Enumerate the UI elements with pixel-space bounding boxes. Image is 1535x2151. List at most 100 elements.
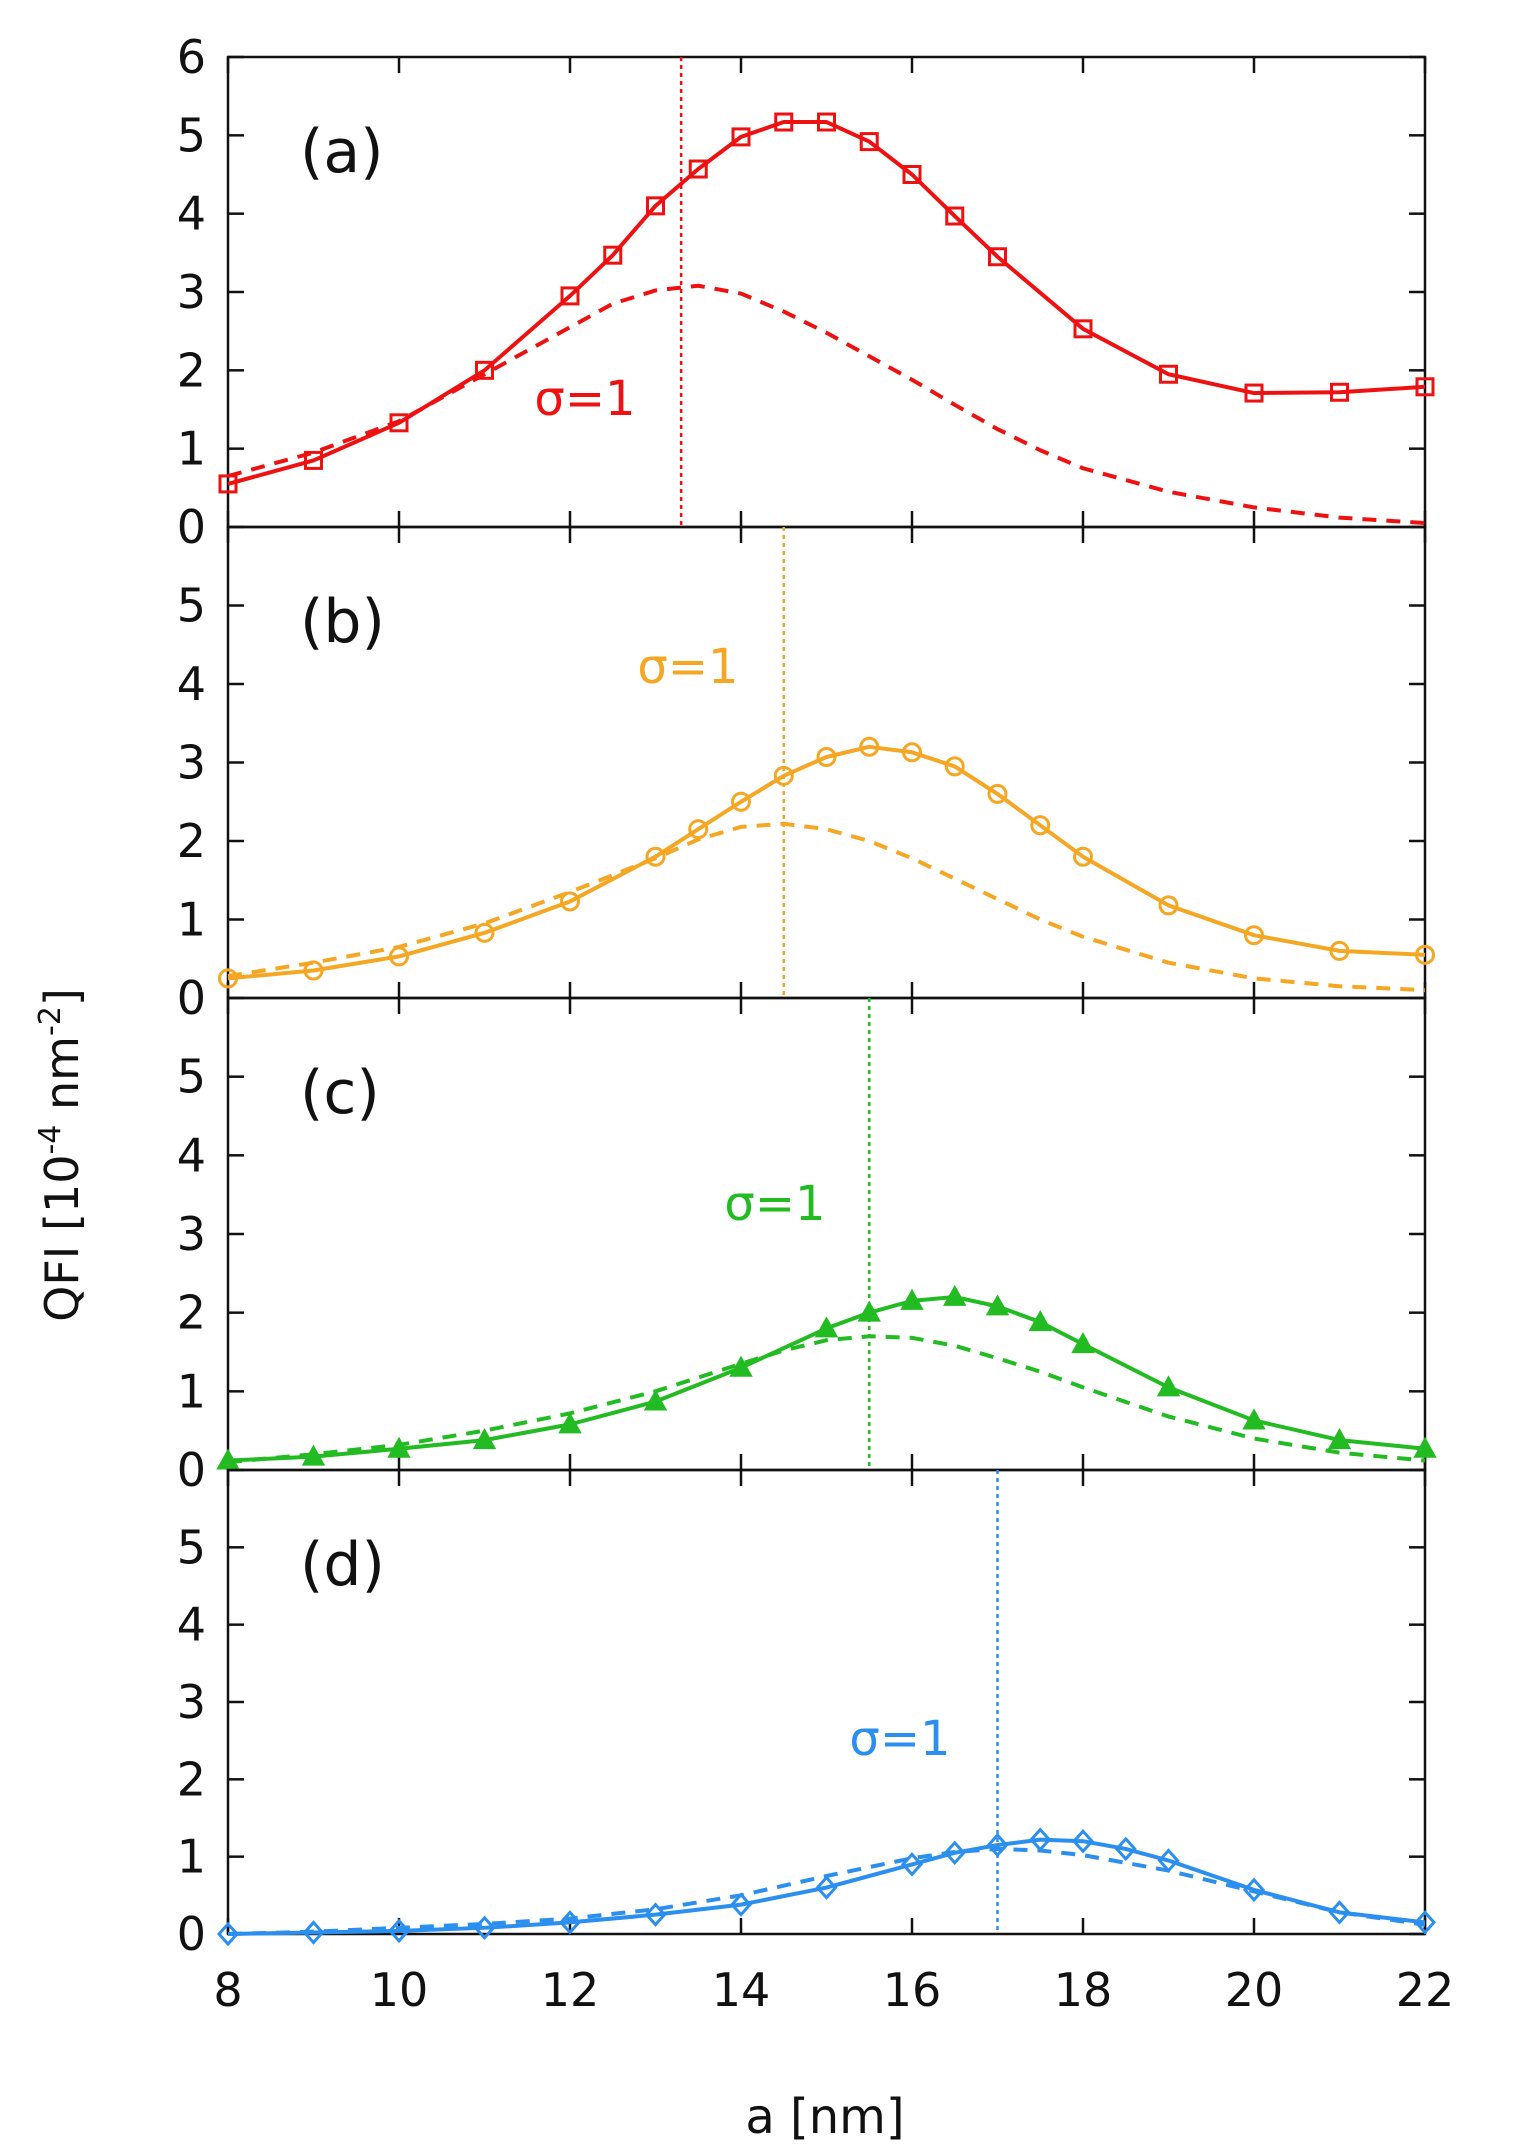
data-point-circle xyxy=(1158,895,1179,916)
data-point-diamond xyxy=(1413,1910,1437,1935)
data-point-circle xyxy=(816,747,837,768)
data-point-triangle xyxy=(558,1412,582,1434)
x-tick-label: 10 xyxy=(370,1963,429,2017)
data-point-diamond xyxy=(1114,1836,1137,1862)
panel-a: 0 1 2 3 4 5 6 (a) σ=1 xyxy=(177,30,1435,554)
data-point-circle xyxy=(987,783,1008,804)
x-tick-label: 12 xyxy=(541,1963,600,2017)
data-point-square xyxy=(1244,383,1264,403)
panel-label: (b) xyxy=(300,587,385,657)
y-tick-label: 0 xyxy=(177,971,206,1025)
solid-series-line xyxy=(227,1837,1426,1936)
y-tick-label: 5 xyxy=(177,579,206,633)
data-point-diamond xyxy=(302,1920,325,1945)
y-tick-label: 2 xyxy=(177,814,206,868)
data-point-triangle xyxy=(472,1428,497,1450)
data-point-diamond xyxy=(729,1892,753,1917)
data-point-square xyxy=(945,206,965,226)
y-tick-label: 0 xyxy=(177,500,206,554)
y-tick-label: 3 xyxy=(177,1207,206,1261)
data-point-circle xyxy=(944,756,965,777)
x-axis-label: a [nm] xyxy=(745,2089,904,2145)
data-point-triangle xyxy=(1242,1408,1266,1430)
data-point-circle xyxy=(1073,846,1093,867)
data-point-triangle xyxy=(857,1300,881,1322)
y-tick-label: 5 xyxy=(177,1050,206,1104)
data-point-triangle xyxy=(216,1448,240,1470)
y-tick-label: 5 xyxy=(177,1520,206,1574)
y-tick-label: 0 xyxy=(177,1907,206,1961)
y-tick-label: 4 xyxy=(177,1598,206,1652)
data-point-triangle xyxy=(387,1436,411,1458)
y-tick-label: 3 xyxy=(177,265,206,319)
y-tick-label: 1 xyxy=(177,422,206,476)
data-point-square xyxy=(988,247,1007,267)
data-point-triangle xyxy=(1413,1436,1437,1458)
data-point-diamond xyxy=(1242,1877,1266,1903)
solid-series-line xyxy=(227,120,1426,486)
y-tick-label: 6 xyxy=(177,30,206,84)
data-point-triangle xyxy=(900,1288,924,1310)
data-point-square xyxy=(731,127,751,147)
x-tick-label: 20 xyxy=(1225,1963,1284,2017)
sigma-annotation: σ=1 xyxy=(637,639,738,695)
data-point-square xyxy=(646,196,665,216)
data-point-diamond xyxy=(644,1902,667,1927)
panel-label: (c) xyxy=(300,1058,380,1128)
y-tick-label: 1 xyxy=(177,1830,206,1884)
dashed-series-line xyxy=(227,1334,1426,1465)
panel-b: 0 1 2 3 4 5 (b) σ=1 xyxy=(177,525,1435,1025)
data-point-circle xyxy=(902,742,922,763)
data-point-square xyxy=(859,132,879,152)
data-point-circle xyxy=(218,968,238,989)
y-tick-label: 3 xyxy=(177,1675,206,1729)
data-point-diamond xyxy=(1071,1828,1095,1854)
y-tick-label: 1 xyxy=(177,893,206,947)
data-point-triangle xyxy=(1327,1428,1352,1450)
data-point-triangle xyxy=(814,1316,839,1338)
data-point-square xyxy=(1159,364,1178,384)
data-point-circle xyxy=(1415,944,1435,965)
x-tick-label: 8 xyxy=(213,1963,242,2017)
y-tick-label: 3 xyxy=(177,736,206,790)
data-point-circle xyxy=(645,846,666,867)
x-tick-label: 22 xyxy=(1396,1963,1455,2017)
dashed-series-line xyxy=(227,1846,1426,1936)
plot-frame xyxy=(226,55,1427,529)
x-tick-label: 18 xyxy=(1054,1963,1113,2017)
data-point-square xyxy=(688,159,708,179)
data-point-diamond xyxy=(216,1921,240,1947)
y-axis-label: QFI [10-4 nm-2] xyxy=(33,988,89,1322)
data-point-square xyxy=(603,245,623,265)
data-point-triangle xyxy=(1156,1375,1181,1397)
panel-label: (d) xyxy=(300,1530,385,1600)
data-point-circle xyxy=(560,891,580,912)
data-point-circle xyxy=(1329,940,1350,961)
data-point-diamond xyxy=(986,1832,1009,1858)
sigma-annotation: σ=1 xyxy=(849,1711,950,1767)
y-tick-label: 4 xyxy=(177,1128,206,1182)
data-point-square xyxy=(902,165,922,184)
data-point-triangle xyxy=(729,1355,753,1377)
plot-frame xyxy=(226,1468,1427,1936)
y-tick-label: 2 xyxy=(177,343,206,397)
y-tick-label: 4 xyxy=(177,187,206,241)
data-point-circle xyxy=(773,765,794,786)
x-tick-label: 16 xyxy=(883,1963,942,2017)
y-tick-label: 0 xyxy=(177,1443,206,1497)
plot-frame xyxy=(226,996,1427,1472)
panel-label: (a) xyxy=(300,117,384,187)
data-point-circle xyxy=(474,922,495,943)
y-tick-label: 2 xyxy=(177,1286,206,1340)
dashed-series-line xyxy=(227,821,1426,993)
y-tick-label: 2 xyxy=(177,1752,206,1806)
data-point-circle xyxy=(731,791,751,812)
solid-series-line xyxy=(227,1294,1426,1463)
data-point-circle xyxy=(1030,815,1051,836)
x-tick-label: 14 xyxy=(712,1963,771,2017)
data-point-square xyxy=(475,360,494,380)
data-point-triangle xyxy=(943,1284,967,1306)
